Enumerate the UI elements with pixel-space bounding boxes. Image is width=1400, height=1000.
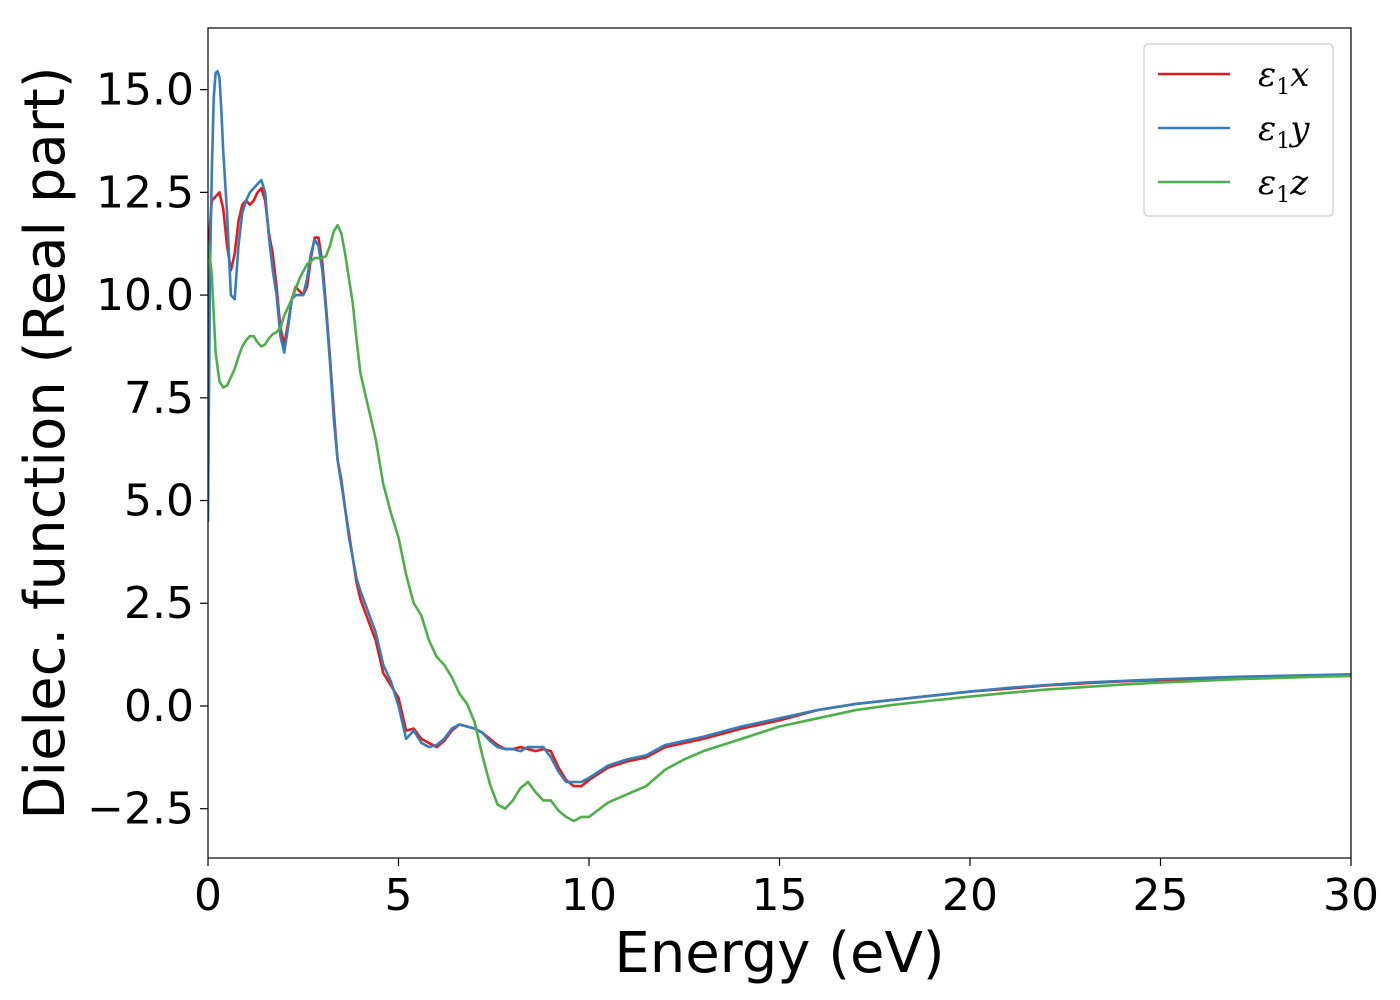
series-line-x (208, 186, 1351, 788)
legend: ε1x ε1y ε1z (1143, 43, 1334, 217)
x-tick-label: 15 (752, 870, 808, 921)
legend-item-z: ε1z (1158, 163, 1309, 208)
y-tick-label: 5.0 (124, 476, 194, 527)
x-tick-label: 25 (1133, 870, 1189, 921)
x-axis-title: Energy (eV) (614, 921, 944, 986)
y-tick-label: −2.5 (87, 784, 194, 835)
y-tick-label: 7.5 (124, 373, 194, 424)
y-tick-label: 12.5 (96, 167, 194, 218)
y-tick-label: 10.0 (96, 270, 194, 321)
y-tick-label: 15.0 (96, 65, 194, 116)
y-axis-title: Dielec. function (Real part) (13, 66, 78, 819)
y-tick-label: 0.0 (124, 681, 194, 732)
x-tick-label: 20 (942, 870, 998, 921)
legend-item-y: ε1y (1158, 109, 1310, 154)
series-line-y (208, 69, 1351, 784)
y-axis: −2.5 0.0 2.5 5.0 7.5 10.0 12.5 15.0 (87, 65, 208, 835)
legend-box (1143, 43, 1334, 217)
legend-label: ε1z (1258, 163, 1309, 208)
legend-item-x: ε1x (1158, 55, 1309, 100)
x-tick-label: 30 (1323, 870, 1379, 921)
series-line-z (208, 223, 1351, 823)
x-tick-label: 10 (561, 870, 617, 921)
x-tick-label: 5 (385, 870, 413, 921)
x-tick-label: 0 (194, 870, 222, 921)
x-axis: 0 5 10 15 20 25 30 (194, 858, 1379, 921)
series-layer (208, 69, 1351, 823)
legend-label: ε1x (1258, 55, 1309, 100)
y-tick-label: 2.5 (124, 578, 194, 629)
legend-label: ε1y (1258, 109, 1310, 154)
